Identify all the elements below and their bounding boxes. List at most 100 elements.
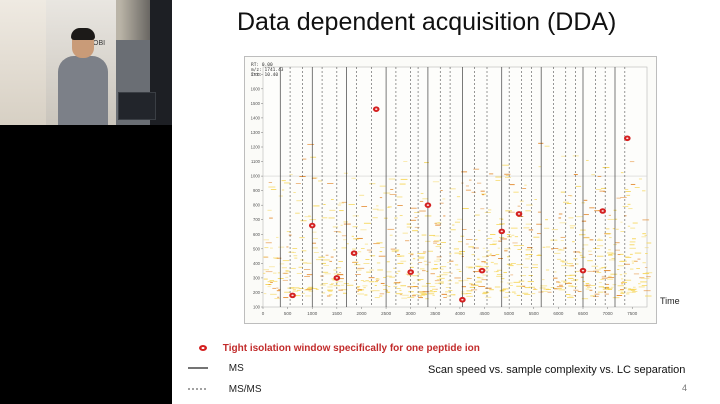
peptide-feature [465,266,473,268]
peptide-feature [469,286,476,288]
peptide-feature [608,289,613,290]
peptide-feature [274,257,279,259]
peptide-feature [477,280,482,282]
peptide-feature [409,219,417,221]
presenter-video-frame: NOBI [0,0,172,125]
y-tick-label: 1300 [251,130,261,135]
peptide-feature [468,246,474,248]
peptide-feature [636,268,640,270]
peptide-feature [378,255,386,257]
peptide-feature [386,275,392,277]
peptide-feature [638,283,641,285]
peptide-feature [418,297,423,299]
peptide-feature [642,273,650,275]
peptide-feature [496,273,503,275]
peptide-feature [296,200,302,202]
peptide-feature [301,292,305,294]
peptide-feature [476,266,480,268]
peptide-feature [265,271,273,273]
peptide-feature [333,269,338,271]
x-tick-label: 0 [262,311,265,316]
peptide-feature [361,289,365,291]
peptide-feature [623,287,628,289]
peptide-feature [611,258,615,259]
peptide-feature [269,247,273,249]
peptide-feature [475,281,482,283]
peptide-feature [418,279,424,280]
peptide-feature [508,211,515,213]
peptide-feature [368,281,375,283]
peptide-feature [538,291,544,293]
peptide-feature [412,282,416,284]
peptide-feature [402,232,408,234]
peptide-feature [496,224,503,225]
peptide-feature [596,239,603,241]
peptide-feature [286,246,289,248]
peptide-feature [414,217,418,219]
peptide-feature [397,205,403,206]
peptide-feature [299,237,305,239]
peptide-feature [436,279,442,281]
peptide-feature [410,254,414,256]
peptide-feature [336,273,344,275]
peptide-feature [395,273,399,275]
y-tick-label: 1100 [251,159,261,164]
peptide-feature [265,242,272,244]
peptide-feature [331,278,334,280]
peptide-feature [351,235,354,237]
peptide-feature [352,248,357,250]
lcms-plot: RT: 0.00 m/z: 1741.43 Int: 10.40 0 500 100… [244,56,657,324]
peptide-feature [453,248,460,250]
peptide-feature [570,265,575,267]
peptide-feature [606,288,613,290]
peptide-feature [343,221,349,223]
peptide-feature [536,233,542,235]
red-dot-icon [199,345,207,352]
peptide-feature [517,249,522,250]
peptide-feature [269,280,275,281]
peptide-feature [432,268,439,269]
peptide-feature [310,156,317,158]
peptide-feature [348,284,354,286]
x-tick-label: 5000 [504,311,515,316]
peptide-feature [466,290,473,292]
presenter-video: NOBI [0,0,172,404]
peptide-feature [566,203,572,204]
peptide-feature [619,274,623,276]
peptide-feature [306,274,313,276]
peptide-feature [620,282,628,283]
peptide-feature [435,224,441,226]
peptide-feature [424,264,429,266]
peptide-feature [387,206,392,208]
peptide-feature [450,229,456,231]
peptide-feature [267,209,272,211]
peptide-feature [461,291,465,293]
peptide-feature [379,197,383,199]
peptide-feature [561,155,567,157]
peptide-feature [365,259,370,260]
peptide-feature [527,247,533,249]
peptide-feature [596,255,604,257]
peptide-feature [414,212,420,213]
peptide-feature [561,286,565,288]
peptide-feature [641,285,648,287]
peptide-feature [486,250,490,252]
peptide-feature [422,291,430,293]
peptide-feature [630,268,634,270]
peptide-feature [389,234,393,236]
peptide-feature [464,279,469,281]
peptide-feature [442,274,448,276]
peptide-feature [433,260,440,262]
peptide-feature [542,279,545,281]
peptide-feature [616,197,621,199]
peptide-feature [619,289,624,290]
peptide-feature [633,273,640,275]
peptide-feature [597,291,604,293]
peptide-feature [633,286,636,288]
peptide-feature [620,221,623,223]
peptide-feature [305,295,311,297]
peptide-feature [377,209,384,211]
peptide-feature [558,287,562,289]
dashed-line-icon [188,388,208,390]
peptide-feature [503,296,509,298]
